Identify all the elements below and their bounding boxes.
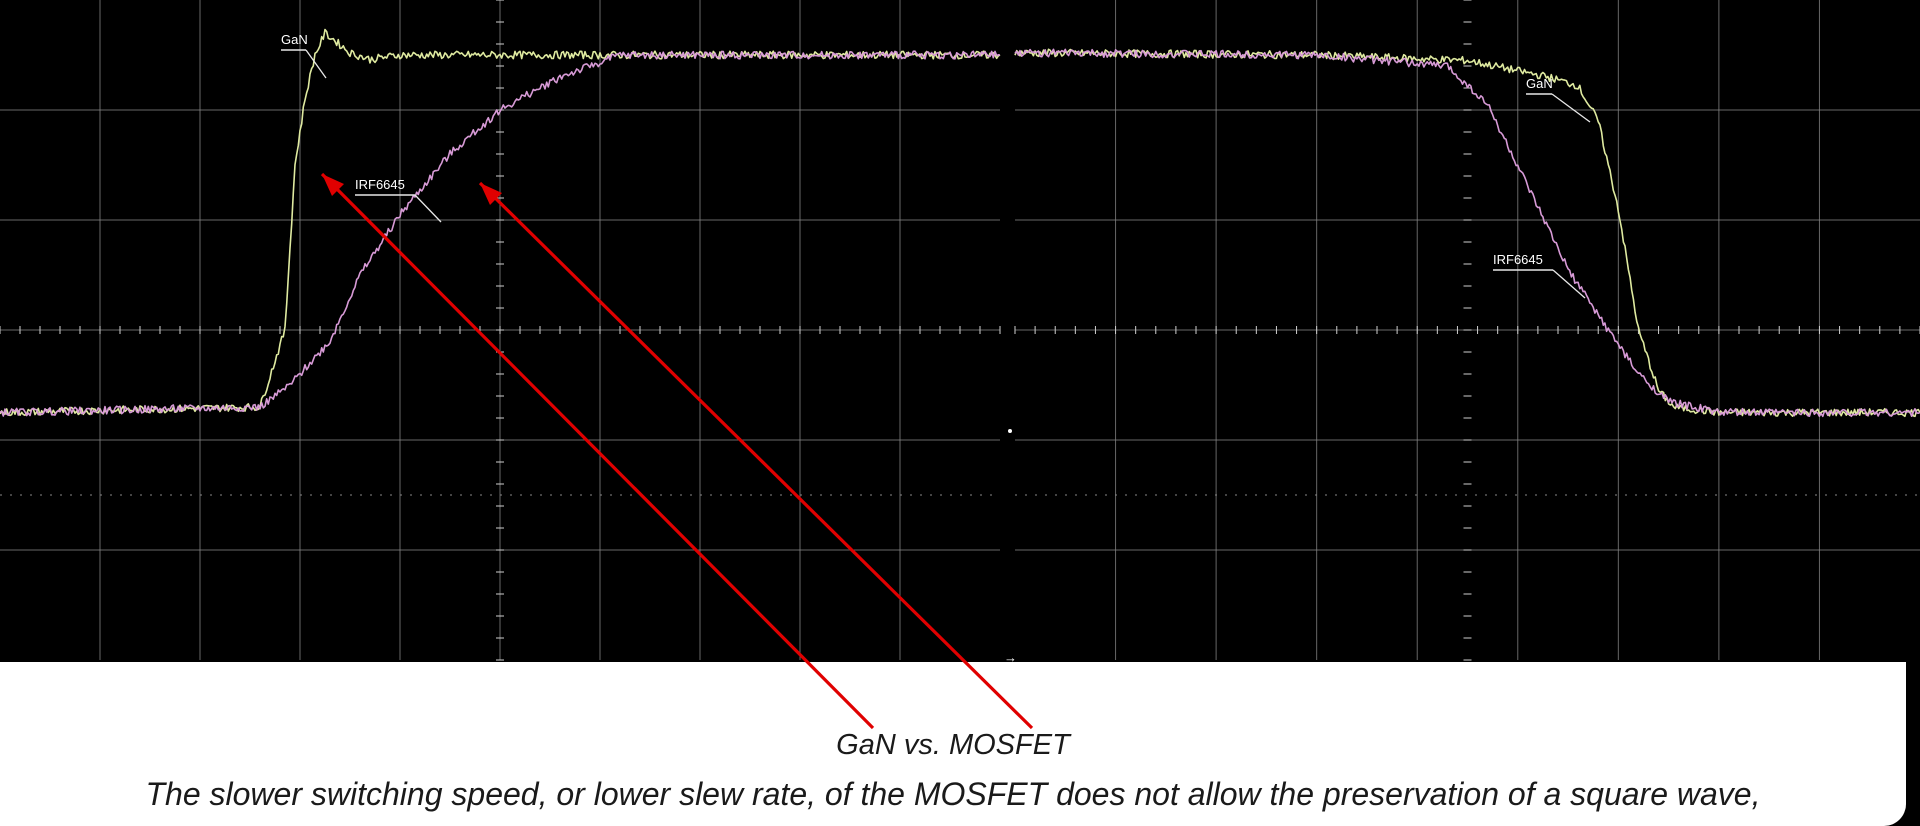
annotation-leader [1552,269,1586,299]
trigger-level-dot [1008,429,1012,433]
trace-gan-fall [1014,48,1920,418]
trigger-marker-icon: → [1004,650,1017,665]
scope-grid: → [0,0,1920,665]
arrow-to-irf6645 [478,181,1034,730]
caption-title: GaN vs. MOSFET [836,729,1070,761]
label-gan-left: GaN [281,32,327,79]
callout-arrows [320,172,1034,730]
caption-panel [0,662,1906,826]
caption-body: The slower switching speed, or lower sle… [145,776,1761,812]
annotation-text: GaN [1526,76,1553,91]
annotation-text: IRF6645 [355,177,405,192]
annotation-text: GaN [281,32,308,47]
annotation-text: IRF6645 [1493,252,1543,267]
annotation-leader [305,49,327,79]
annotation-leader [1551,93,1591,123]
label-irf-right: IRF6645 [1493,252,1586,299]
arrowhead-irf6645 [480,183,502,205]
trace-irf6645-rise [0,50,1001,417]
label-irf-left: IRF6645 [355,177,442,223]
trace-labels: GaN IRF6645 GaN IRF6645 [281,32,1591,299]
scope-traces [0,28,1920,418]
arrowhead-gan [322,174,344,196]
arrow-to-gan [320,172,875,730]
label-gan-right: GaN [1526,76,1591,123]
annotation-leader [414,194,442,223]
trace-irf6645-fall [1014,48,1920,418]
